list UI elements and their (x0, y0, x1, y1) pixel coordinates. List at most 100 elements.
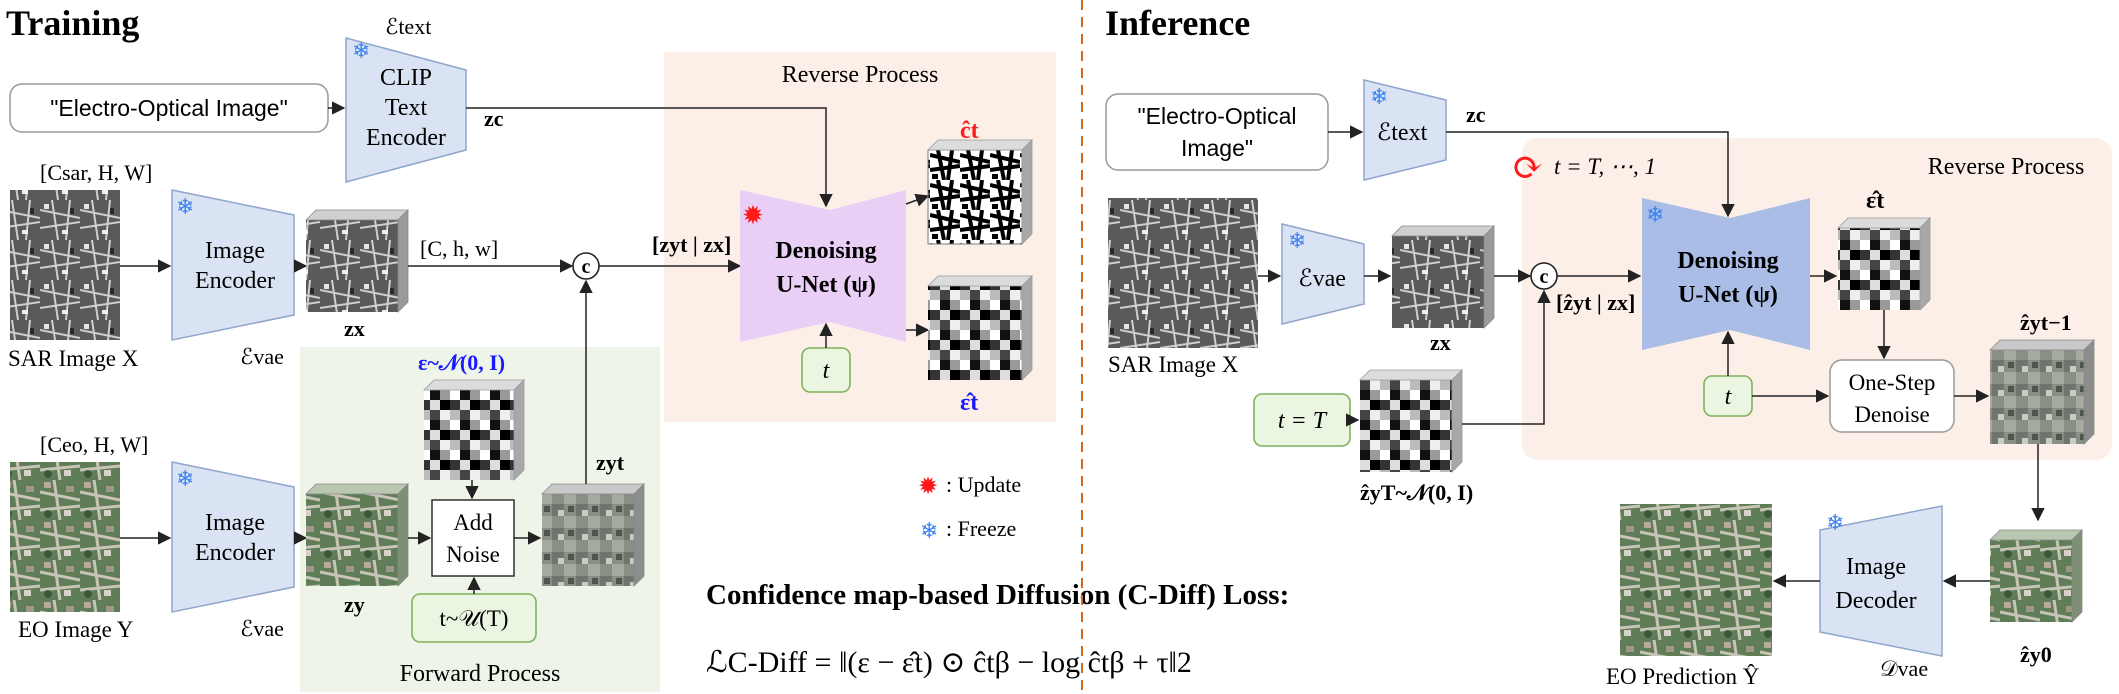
t-equals-T-label: t = T (1278, 408, 1328, 434)
zx-latent (305, 209, 409, 313)
arrow-unet-to-chat (905, 193, 930, 207)
arrow-zc-to-unet (466, 107, 833, 208)
zy0-latent (1989, 529, 2083, 623)
unet-inference-line1: Denoising (1677, 248, 1778, 274)
text-encoder-inference (1363, 79, 1447, 181)
vae-encoder-inference (1281, 223, 1365, 325)
freeze-legend-icon: ❄ (920, 518, 938, 543)
add-noise-line2: Noise (446, 542, 500, 567)
image-encoder-sar (171, 189, 295, 341)
confidence-map (927, 139, 1033, 245)
concat-label-inference: [ẑyt | zx] (1556, 290, 1635, 315)
image-decoder-name: 𝒟vae (1880, 656, 1928, 681)
snowflake-icon: ❄ (352, 38, 370, 63)
arrow-zyT-to-concat (1462, 289, 1551, 425)
image-encoder-eo-line2: Encoder (195, 540, 275, 566)
text-prompt-inference-line2: Image" (1181, 135, 1253, 161)
zy-latent (305, 483, 409, 587)
zx-label-inference: zx (1430, 330, 1451, 355)
eo-prediction-image (1620, 504, 1772, 656)
text-prompt-inference-line1: "Electro-Optical (1138, 103, 1297, 129)
eo-image (10, 462, 120, 612)
concat-label: [zyt | zx] (652, 232, 731, 257)
vae-encoder-inference-label: ℰvae (1298, 266, 1346, 292)
one-step-line1: One-Step (1849, 370, 1936, 395)
loss-formula: ℒC-Diff = ‖(ε − ε̂t) ⊙ ĉtβ − log ĉtβ + τ… (706, 646, 1192, 679)
image-encoder-sar-line1: Image (205, 238, 265, 264)
zy-t-minus-1-latent (1989, 339, 2095, 445)
text-prompt: "Electro-Optical Image" (50, 95, 287, 121)
predicted-noise-inference (1837, 217, 1931, 311)
snowflake-icon: ❄ (1826, 510, 1844, 535)
zyT-latent (1359, 369, 1463, 473)
snowflake-icon: ❄ (176, 466, 194, 491)
unet-inference-line2: U-Net (ψ) (1678, 282, 1778, 308)
clip-text-encoder (345, 37, 467, 183)
image-decoder-line2: Decoder (1835, 588, 1916, 614)
image-encoder-sar-name: ℰvae (240, 344, 284, 369)
add-noise-box (431, 499, 515, 577)
timestep-label-training: t (823, 358, 831, 384)
update-icon: ✹ (742, 201, 764, 230)
update-legend-label: : Update (946, 472, 1021, 497)
predicted-noise (927, 275, 1033, 381)
sar-image-inference (1108, 198, 1258, 348)
one-step-line2: Denoise (1854, 402, 1929, 427)
freeze-legend-label: : Freeze (946, 516, 1016, 541)
image-encoder-eo-name: ℰvae (240, 616, 284, 641)
inference-title: Inference (1105, 3, 1250, 43)
sar-dims: [Csar, H, W] (40, 160, 152, 185)
zy0-label: ẑy0 (2020, 642, 2052, 667)
concat-symbol: c (582, 256, 591, 278)
clip-label-line3: Encoder (366, 125, 446, 151)
arrow-zc-to-unet-inference (1446, 131, 1735, 218)
image-decoder (1819, 505, 1943, 657)
image-encoder-eo (171, 461, 295, 613)
unet-training (740, 190, 906, 342)
eo-prediction-caption: EO Prediction Ŷ (1606, 664, 1760, 689)
zc-label: zc (484, 106, 504, 131)
zyT-label: ẑyT~𝒩(0, I) (1360, 480, 1473, 505)
latent-dims: [C, h, w] (420, 236, 498, 261)
zc-label-inference: zc (1466, 102, 1486, 127)
add-noise-line1: Add (453, 510, 493, 535)
zyt-label: zyt (596, 450, 625, 475)
eps-hat-label-inference: ε̂t (1866, 188, 1884, 214)
zy-label: zy (344, 592, 365, 617)
eps-hat-label: ε̂t (960, 390, 978, 416)
text-encoder-inference-label: ℰtext (1377, 120, 1428, 146)
clip-label-line1: CLIP (380, 65, 432, 91)
forward-process-label: Forward Process (400, 661, 561, 687)
reverse-process-label-inference: Reverse Process (1928, 154, 2085, 180)
unet-training-line1: Denoising (775, 238, 876, 264)
training-title: Training (6, 3, 139, 43)
unet-inference (1642, 198, 1810, 350)
snowflake-icon: ❄ (1288, 228, 1306, 253)
reverse-process-label-training: Reverse Process (782, 62, 939, 88)
loop-label: t = T, ⋯, 1 (1554, 154, 1656, 179)
noise-sample (423, 379, 525, 481)
c-hat-label: ĉt (960, 118, 979, 144)
sar-image (10, 190, 120, 340)
timestep-label-inference: t (1725, 384, 1733, 410)
zy-t-minus-1-label: ẑyt−1 (2020, 310, 2072, 335)
zx-latent-inference (1391, 225, 1495, 329)
unet-training-line2: U-Net (ψ) (776, 272, 876, 298)
image-decoder-line1: Image (1846, 554, 1906, 580)
zyt-latent (541, 483, 645, 587)
eo-dims: [Ceo, H, W] (40, 432, 148, 457)
concat-symbol-inference: c (1540, 266, 1549, 288)
zx-label: zx (344, 316, 365, 341)
loop-icon: ⟳ (1512, 147, 1544, 189)
loss-title: Confidence map-based Diffusion (C-Diff) … (706, 579, 1289, 611)
clip-encoder-name: ℰtext (385, 14, 431, 39)
timestep-sample-label: t~𝒰(T) (440, 606, 509, 631)
eo-caption: EO Image Y (18, 617, 134, 642)
update-legend-icon: ✹ (918, 474, 938, 500)
snowflake-icon: ❄ (1646, 202, 1664, 227)
sar-caption-inference: SAR Image X (1108, 352, 1239, 377)
snowflake-icon: ❄ (176, 194, 194, 219)
clip-label-line2: Text (385, 95, 428, 121)
image-encoder-sar-line2: Encoder (195, 268, 275, 294)
